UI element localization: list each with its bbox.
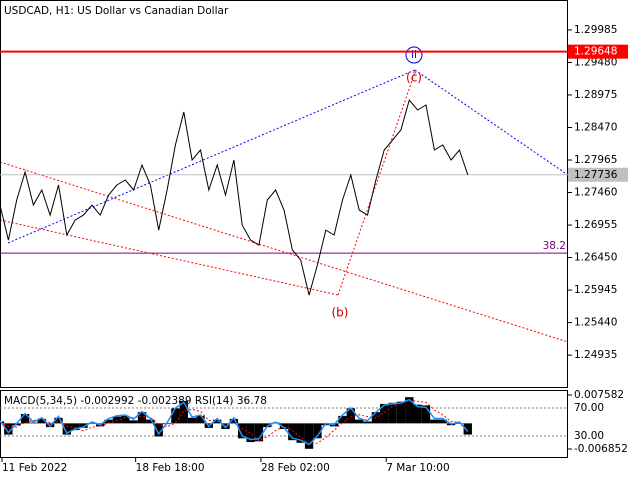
- trend-line: [0, 219, 339, 296]
- bar: [221, 423, 230, 429]
- bar: [121, 415, 130, 424]
- trend-line: [414, 69, 569, 176]
- bar: [171, 408, 180, 424]
- price-box: [568, 44, 628, 59]
- bar: [137, 412, 147, 424]
- rsi-value: 36.78: [237, 395, 267, 407]
- y-tick-label: 1.24935: [574, 349, 617, 361]
- series-line: [0, 98, 469, 296]
- y-tick-label: -0.006852: [574, 443, 628, 455]
- bar: [196, 415, 205, 424]
- chart-title: USDCAD, H1: US Dollar vs Canadian Dollar: [4, 5, 229, 17]
- bar: [396, 401, 406, 424]
- bar: [20, 414, 30, 424]
- bar: [271, 422, 280, 424]
- x-tick-label: 28 Feb 02:00: [261, 462, 330, 474]
- macd-value: -0.002992: [80, 395, 134, 407]
- wave-label: (ĉ): [406, 71, 422, 85]
- indicator-label: MACD(5,34,5) -0.002992 -0.002389 RSI(14)…: [4, 395, 267, 407]
- bar: [380, 403, 389, 424]
- main-panel: [0, 0, 568, 388]
- y-tick-label: 1.29985: [574, 24, 617, 36]
- y-tick-label: 1.26450: [574, 252, 617, 264]
- y-tick-label: 0.007582: [574, 389, 624, 401]
- y-tick-label: 1.25945: [574, 284, 617, 296]
- x-tick-label: 7 Mar 10:00: [386, 462, 449, 474]
- y-tick-label: 1.25440: [574, 317, 617, 329]
- bar: [71, 423, 80, 431]
- bar: [254, 423, 264, 442]
- bar: [430, 419, 439, 424]
- bar: [413, 404, 422, 424]
- indicator-panel: [0, 390, 568, 458]
- price-box: [568, 167, 628, 182]
- bar: [438, 419, 447, 424]
- bar: [463, 423, 472, 435]
- wave-label: (b): [332, 306, 349, 320]
- y-tick-label: 1.29480: [574, 56, 617, 68]
- y-tick-label: 1.28470: [574, 121, 617, 133]
- level-label: 38.2: [543, 240, 566, 252]
- series-line: [0, 398, 469, 446]
- y2-tick-label: 70.00: [574, 402, 604, 414]
- bar: [54, 417, 63, 424]
- bar: [455, 423, 464, 424]
- bar: [129, 420, 138, 424]
- bar: [421, 405, 431, 424]
- bar: [296, 423, 305, 443]
- bar: [229, 418, 239, 424]
- price-box-label: 1.27736: [574, 169, 618, 181]
- bar: [405, 397, 414, 424]
- bar: [37, 418, 46, 424]
- price-box-label: 1.29648: [574, 46, 617, 58]
- signal-value: -0.002389: [138, 395, 192, 407]
- rsi-label: RSI(14): [195, 395, 234, 407]
- macd-label: MACD(5,34,5): [4, 395, 77, 407]
- y2-tick-label: 30.00: [574, 430, 604, 442]
- bar: [4, 423, 13, 435]
- trend-line: [0, 161, 569, 343]
- bar: [279, 423, 289, 429]
- bar: [146, 419, 155, 424]
- wave-label: ii: [411, 49, 417, 61]
- x-tick-label: 18 Feb 18:00: [136, 462, 205, 474]
- bar: [112, 416, 122, 424]
- bar: [62, 423, 71, 435]
- bar: [187, 417, 197, 424]
- bar: [179, 400, 188, 424]
- bar: [238, 423, 247, 439]
- bar: [338, 415, 347, 424]
- y-tick-label: 1.26955: [574, 219, 617, 231]
- bar: [154, 423, 163, 437]
- bar: [304, 423, 314, 449]
- bar: [29, 422, 38, 424]
- y-tick-label: 1.28975: [574, 89, 617, 101]
- y-tick-label: 1.27965: [574, 154, 617, 166]
- x-tick-label: 11 Feb 2022: [2, 462, 67, 474]
- wave-circle: [405, 46, 423, 64]
- bar: [288, 423, 297, 441]
- bar: [246, 423, 255, 443]
- bar: [263, 423, 272, 428]
- trend-line: [7, 69, 416, 244]
- bar: [388, 402, 397, 424]
- trend-lines: [0, 69, 569, 343]
- bar: [87, 423, 97, 424]
- bar: [363, 421, 372, 424]
- bar: [79, 423, 88, 428]
- trend-line: [337, 71, 416, 296]
- bar: [104, 419, 113, 424]
- bar: [346, 408, 355, 424]
- bar: [313, 423, 322, 439]
- y-tick-label: 1.27460: [574, 187, 617, 199]
- bar: [355, 419, 364, 424]
